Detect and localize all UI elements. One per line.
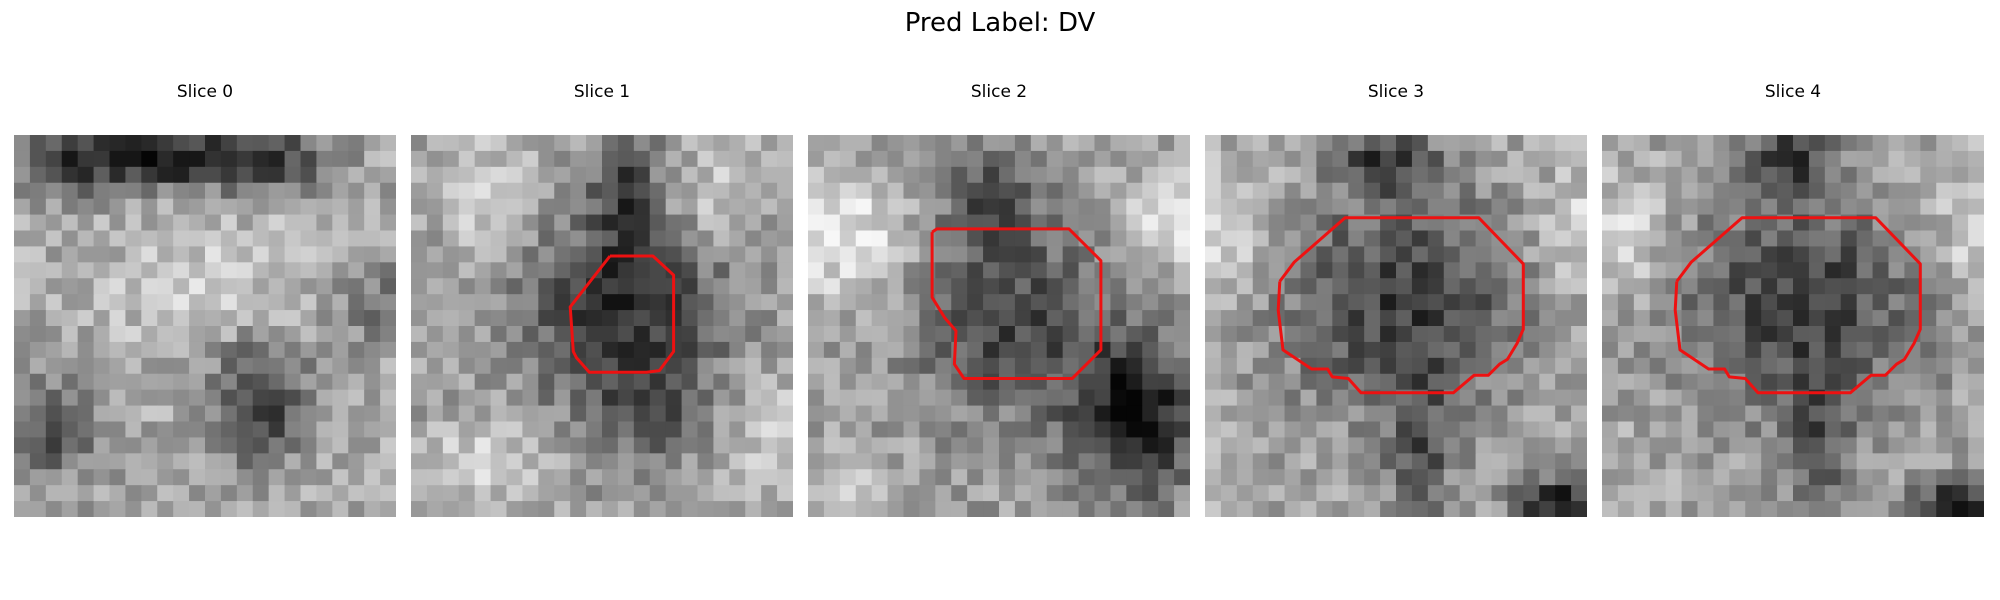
segmentation-contour	[1276, 216, 1525, 395]
slice-title: Slice 1	[573, 82, 631, 102]
slice-image-0	[14, 135, 396, 517]
pixel-grid	[14, 135, 396, 517]
pixel-grid	[1602, 135, 1984, 517]
slice-image-3	[1205, 135, 1587, 517]
slice-title: Slice 2	[970, 82, 1028, 102]
slice-title: Slice 4	[1764, 82, 1822, 102]
slice-image-1	[411, 135, 793, 517]
pixel-grid	[1205, 135, 1587, 517]
slice-title: Slice 0	[176, 82, 234, 102]
slice-image-2	[808, 135, 1190, 517]
slice-image-4	[1602, 135, 1984, 517]
figure-title: Pred Label: DV	[904, 8, 1096, 38]
slice-title: Slice 3	[1367, 82, 1425, 102]
segmentation-contour	[930, 227, 1103, 380]
segmentation-contour	[1673, 216, 1922, 395]
pixel-grid	[808, 135, 1190, 517]
pixel-grid	[411, 135, 793, 517]
segmentation-contour	[568, 254, 676, 374]
